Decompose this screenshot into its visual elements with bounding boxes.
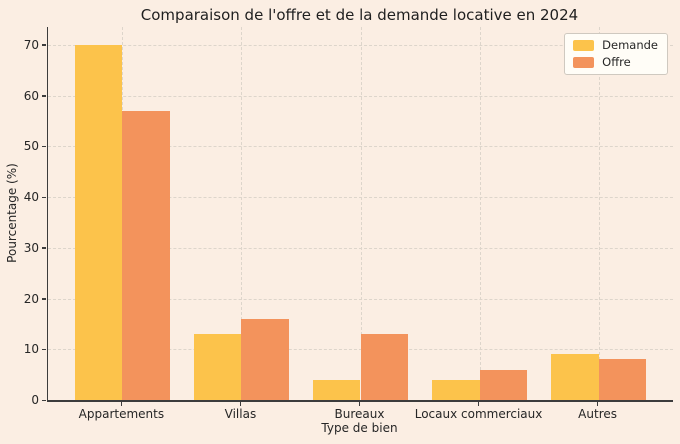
x-axis-label: Type de bien — [321, 421, 398, 435]
y-tick-mark-70 — [42, 44, 46, 46]
gridline-x-locaux-commerciaux — [479, 27, 481, 400]
x-tick-label-villas: Villas — [224, 407, 257, 421]
gridline-x-bureaux — [360, 27, 362, 400]
y-axis-label-wrap: Pourcentage (%) — [2, 0, 22, 444]
y-tick-mark-50 — [42, 145, 46, 148]
bar-demande-villas — [193, 334, 242, 400]
legend-entry-demande: Demande — [573, 38, 658, 52]
legend-label-offre: Offre — [602, 54, 631, 69]
y-tick-mark-20 — [42, 298, 46, 300]
bar-demande-autres — [550, 354, 599, 400]
legend-entry-offre: Offre — [573, 54, 658, 69]
legend-swatch-offre — [573, 56, 595, 68]
chart-title: Comparaison de l'offre et de la demande … — [140, 6, 579, 24]
x-tick-mark-appartements — [120, 402, 123, 406]
y-tick-label-70: 70 — [23, 37, 39, 52]
bar-offre-autres — [598, 359, 647, 400]
y-tick-mark-40 — [42, 196, 46, 198]
y-tick-mark-30 — [42, 247, 46, 249]
y-tick-label-60: 60 — [23, 88, 39, 103]
x-tick-label-bureaux: Bureaux — [334, 407, 385, 421]
y-tick-label-20: 20 — [23, 291, 39, 306]
x-tick-mark-autres — [596, 402, 599, 406]
x-tick-label-locaux-commerciaux: Locaux commerciaux — [414, 407, 543, 421]
x-tick-mark-villas — [239, 402, 242, 406]
legend: Demande Offre — [564, 33, 668, 75]
gridline-x-autres — [598, 27, 600, 400]
bar-offre-villas — [241, 318, 290, 400]
bar-offre-bureaux — [360, 334, 409, 400]
y-tick-label-40: 40 — [23, 190, 39, 204]
bar-demande-appartements — [74, 44, 123, 400]
y-tick-label-0: 0 — [31, 393, 39, 407]
y-tick-label-30: 30 — [23, 240, 39, 255]
x-tick-label-appartements: Appartements — [78, 407, 165, 421]
y-tick-mark-0 — [42, 399, 46, 401]
y-tick-mark-60 — [42, 95, 46, 97]
legend-label-demande: Demande — [602, 38, 658, 52]
legend-swatch-demande — [573, 40, 595, 52]
bar-demande-bureaux — [312, 379, 361, 400]
bar-offre-locaux-commerciaux — [479, 369, 528, 400]
x-tick-label-autres: Autres — [578, 407, 618, 421]
y-tick-label-50: 50 — [23, 139, 39, 154]
bar-offre-appartements — [122, 110, 170, 400]
x-tick-mark-locaux-commerciaux — [477, 402, 480, 406]
plot-area: Demande Offre — [47, 27, 673, 402]
x-tick-mark-bureaux — [358, 402, 361, 406]
y-tick-label-10: 10 — [23, 342, 39, 357]
gridline-x-villas — [241, 27, 243, 400]
bar-demande-locaux-commerciaux — [431, 379, 480, 400]
y-tick-mark-10 — [42, 348, 46, 351]
